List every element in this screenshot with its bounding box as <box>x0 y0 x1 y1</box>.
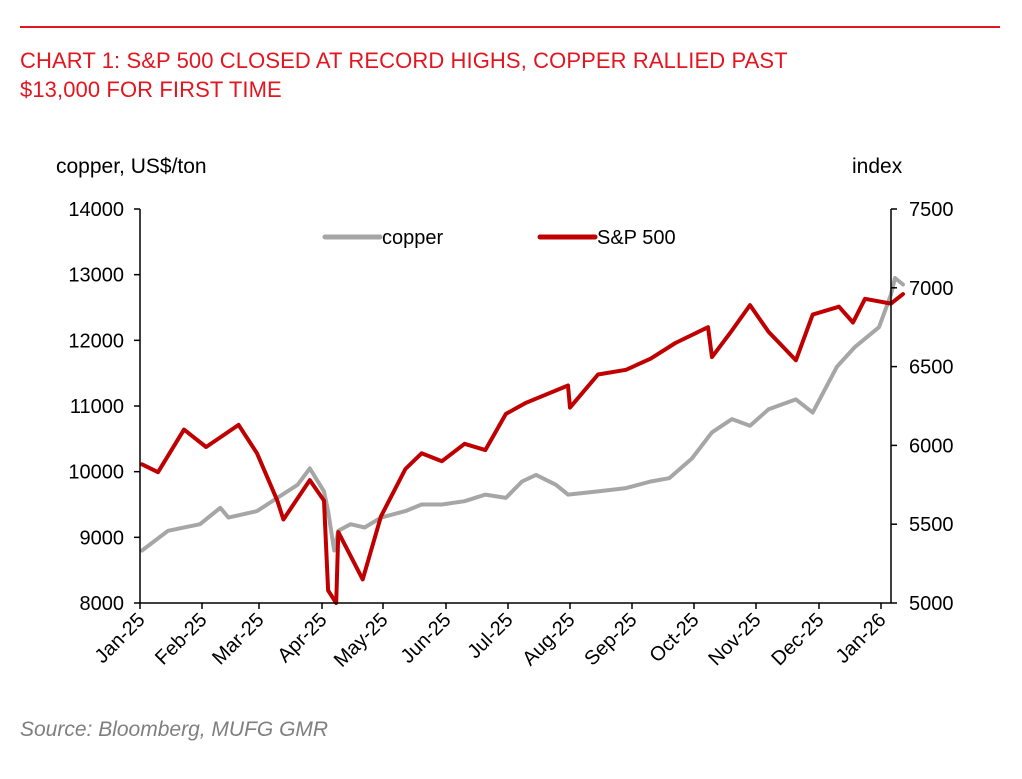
x-axis-tick-label: May-25 <box>330 609 393 672</box>
left-axis-tick-label: 13000 <box>68 265 124 287</box>
copper-series-line <box>140 276 905 553</box>
x-axis-tick-label: Jun-25 <box>397 609 456 668</box>
source-note: Source: Bloomberg, MUFG GMR <box>20 718 329 741</box>
left-axis-label: copper, US$/ton <box>56 155 207 178</box>
x-axis-tick-label: Jan-26 <box>832 609 891 668</box>
chart-title-line-2: $13,000 FOR FIRST TIME <box>20 77 282 102</box>
left-axis-tick-label: 14000 <box>68 199 124 221</box>
x-axis-tick-label: Dec-25 <box>767 609 828 670</box>
chart-title-line-1: CHART 1: S&P 500 CLOSED AT RECORD HIGHS,… <box>20 48 788 73</box>
right-axis-tick-label: 5500 <box>909 514 954 536</box>
sp500-series-line <box>140 292 905 605</box>
x-axis-tick-label: Sep-25 <box>580 609 641 670</box>
left-axis-tick-label: 8000 <box>80 593 125 615</box>
x-axis-tick-label: Jul-25 <box>463 609 517 663</box>
x-axis-tick-label: Jan-25 <box>91 609 150 668</box>
right-axis-label: index <box>852 155 903 178</box>
left-axis-tick-label: 12000 <box>68 330 124 352</box>
x-axis-tick-label: Nov-25 <box>704 609 765 670</box>
right-axis-tick-label: 7500 <box>909 199 954 221</box>
x-axis-tick-label: Aug-25 <box>518 609 579 670</box>
left-axis-tick-label: 10000 <box>68 462 124 484</box>
chart-title: CHART 1: S&P 500 CLOSED AT RECORD HIGHS,… <box>20 46 980 104</box>
right-axis-tick-label: 6500 <box>909 357 954 379</box>
right-axis-tick-label: 6000 <box>909 435 954 457</box>
top-rule <box>20 26 1000 28</box>
right-axis-tick-label: 7000 <box>909 278 954 300</box>
legend-copper-label: copper <box>382 227 443 249</box>
x-axis-tick-label: Mar-25 <box>208 609 268 669</box>
x-axis-tick-label: Oct-25 <box>646 609 704 667</box>
legend-sp500-label: S&P 500 <box>597 227 676 249</box>
right-axis-tick-label: 5000 <box>909 593 954 615</box>
left-axis-tick-label: 11000 <box>70 396 124 418</box>
x-axis-tick-label: Feb-25 <box>151 609 211 669</box>
left-axis-tick-label: 9000 <box>80 527 125 549</box>
x-axis-tick-label: Apr-25 <box>274 609 332 667</box>
